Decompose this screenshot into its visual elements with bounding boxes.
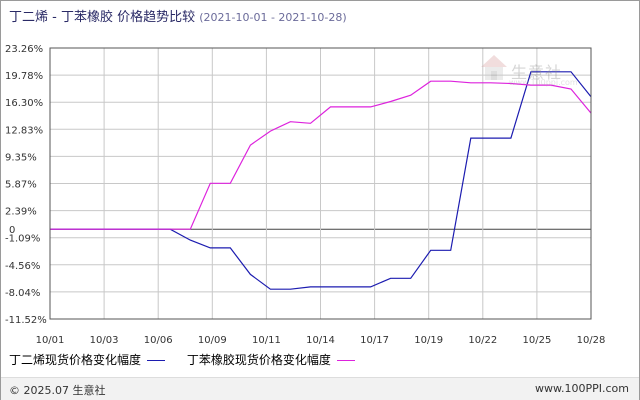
watermark-text: 生意社	[511, 63, 563, 82]
footer-copyright: © 2025.07 生意社	[9, 384, 106, 397]
legend-swatch-sbr	[336, 360, 355, 361]
series-line-0	[50, 71, 592, 290]
x-tick-label: 10/01	[36, 335, 65, 346]
footer-site-link[interactable]: www.100PPI.com	[535, 382, 629, 395]
legend-item-sbr: 丁苯橡胶现货价格变化幅度	[187, 351, 355, 368]
y-tick-label: -8.04%	[5, 288, 40, 299]
chart-title-range: (2021-10-01 - 2021-10-28)	[199, 11, 347, 24]
watermark-url: www.100ppi.com	[509, 78, 578, 87]
y-tick-label: -1.09%	[5, 234, 40, 245]
legend-label-sbr: 丁苯橡胶现货价格变化幅度	[186, 353, 331, 367]
x-tick-label: 10/17	[360, 335, 389, 346]
x-tick-label: 10/14	[306, 335, 335, 346]
footer: © 2025.07 生意社 www.100PPI.com	[1, 377, 639, 400]
y-tick-label: 23.26%	[5, 44, 43, 55]
legend-label-butadiene: 丁二烯现货价格变化幅度	[9, 353, 142, 367]
y-tick-label: 19.78%	[5, 71, 43, 82]
legend-item-butadiene: 丁二烯现货价格变化幅度	[9, 351, 166, 368]
y-tick-label: -11.52%	[5, 315, 47, 326]
series-line-1	[50, 80, 592, 230]
y-tick-labels: 23.26% 19.78% 16.30% 12.83% 9.35% 5.87% 2.39% -…	[5, 44, 47, 326]
legend: 丁二烯现货价格变化幅度 丁苯橡胶现货价格变化幅度	[9, 351, 373, 368]
x-tick-label: 10/25	[522, 335, 551, 346]
zero-label: 0	[9, 225, 15, 236]
watermark: 生意社 www.100ppi.com	[479, 53, 599, 89]
x-tick-labels: 10/01 10/03 10/06 10/09 10/11 10/14 10/17 10/19…	[36, 335, 606, 346]
y-tick-label: 16.30%	[5, 98, 43, 109]
x-tick-label: 10/19	[414, 335, 443, 346]
x-tick-label: 10/06	[144, 335, 173, 346]
x-tick-label: 10/11	[252, 335, 281, 346]
chart-title: 丁二烯 - 丁苯橡胶 价格趋势比较 (2021-10-01 - 2021-10-…	[9, 6, 347, 25]
y-tick-label: 5.87%	[5, 180, 37, 191]
y-tick-label: 12.83%	[5, 125, 43, 136]
house-icon	[481, 55, 507, 80]
chart-title-main: 丁二烯 - 丁苯橡胶 价格趋势比较	[9, 10, 196, 25]
y-tick-label: -4.56%	[5, 261, 40, 272]
series-lines	[50, 71, 592, 290]
y-tick-label: 2.39%	[5, 207, 37, 218]
plot-border	[49, 47, 592, 320]
x-tick-label: 10/28	[577, 335, 606, 346]
y-tick-label: 9.35%	[5, 152, 37, 163]
x-tick-label: 10/03	[90, 335, 119, 346]
x-tick-label: 10/09	[198, 335, 227, 346]
x-tick-label: 10/22	[468, 335, 497, 346]
legend-swatch-butadiene	[147, 360, 166, 361]
